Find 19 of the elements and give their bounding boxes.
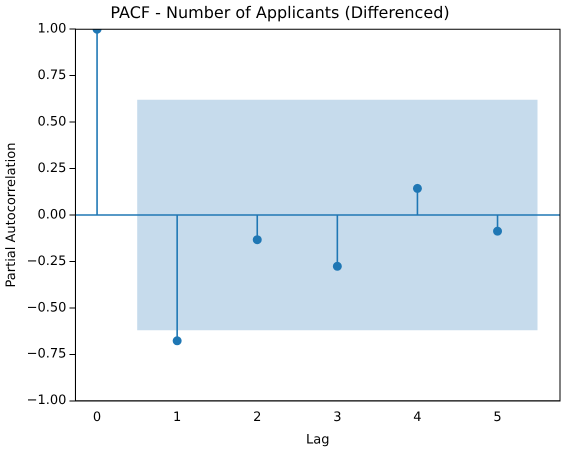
x-tick-label: 4: [413, 410, 422, 425]
chart-title: PACF - Number of Applicants (Differenced): [110, 2, 450, 22]
x-tick-label: 5: [493, 410, 502, 425]
x-tick-label: 1: [173, 410, 182, 425]
point: [412, 184, 422, 193]
y-tick-label: 0.50: [37, 114, 66, 130]
y-tick-label: −0.25: [26, 254, 66, 269]
y-tick-label: −0.50: [26, 300, 66, 316]
y-tick-label: −1.00: [26, 393, 66, 408]
y-tick-label: 0.00: [37, 207, 66, 222]
y-tick-label: 1.00: [37, 22, 66, 37]
y-tick-label: −0.75: [26, 346, 66, 362]
x-tick-label: 3: [333, 410, 342, 425]
x-axis-title: Lag: [306, 432, 330, 448]
y-axis-title: Partial Autocorrelation: [4, 142, 20, 288]
y-tick-label: 0.75: [37, 68, 66, 84]
x-tick-label: 2: [253, 410, 262, 425]
y-tick-label: 0.25: [37, 160, 66, 176]
x-tick-label: 0: [92, 410, 102, 425]
